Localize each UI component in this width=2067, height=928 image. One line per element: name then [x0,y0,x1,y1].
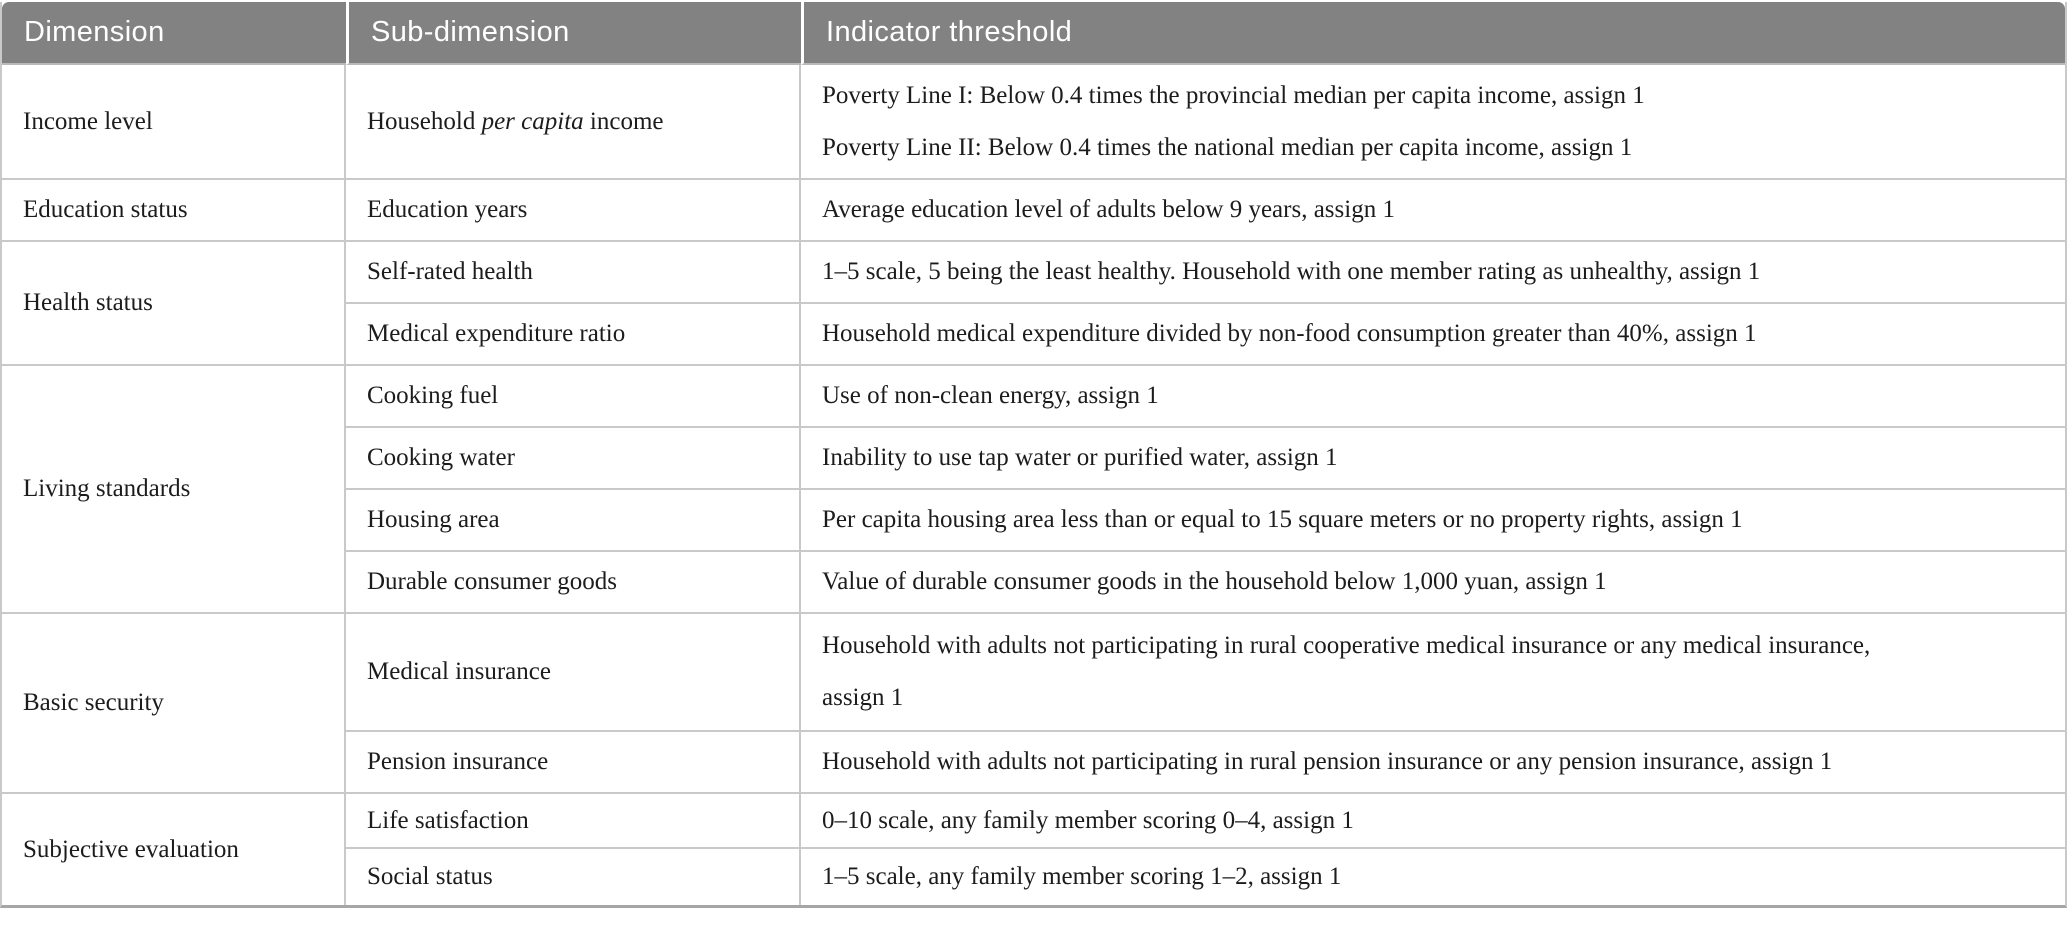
table-row: Medical expenditure ratio Household medi… [2,304,2065,366]
threshold-cell: Value of durable consumer goods in the h… [801,552,2065,614]
sub-dimension-cell: Cooking water [346,428,801,490]
table-row: Income level Household per capita income… [2,65,2065,180]
threshold-cell: 0–10 scale, any family member scoring 0–… [801,794,2065,849]
sub-dimension-cell: Housing area [346,490,801,552]
table-row: Pension insurance Household with adults … [2,732,2065,794]
threshold-cell: Average education level of adults below … [801,180,2065,242]
dimension-cell: Health status [2,242,346,366]
sub-dimension-text: Household [367,107,482,135]
sub-dimension-cell: Durable consumer goods [346,552,801,614]
threshold-cell: Poverty Line I: Below 0.4 times the prov… [801,65,2065,180]
table-row: Housing area Per capita housing area les… [2,490,2065,552]
threshold-cell: Household medical expenditure divided by… [801,304,2065,366]
table-row: Health status Self-rated health 1–5 scal… [2,242,2065,366]
threshold-line: Poverty Line I: Below 0.4 times the prov… [822,81,1645,109]
threshold-cell: Use of non-clean energy, assign 1 [801,366,2065,428]
threshold-cell: Household with adults not participating … [801,614,2065,732]
sub-dimension-cell: Social status [346,849,801,905]
sub-dimension-cell: Self-rated health [346,242,801,304]
dimension-cell: Living standards [2,366,346,614]
sub-dimension-cell: Life satisfaction [346,794,801,849]
column-header-dimension: Dimension [2,2,346,65]
threshold-line: assign 1 [822,684,904,711]
threshold-line: Household with adults not participating … [822,632,1871,659]
threshold-cell: Per capita housing area less than or equ… [801,490,2065,552]
indicator-threshold-table: Dimension Sub-dimension Indicator thresh… [0,2,2067,908]
column-header-indicator-threshold: Indicator threshold [801,2,2065,65]
dimension-cell: Subjective evaluation [2,794,346,905]
threshold-cell: Household with adults not participating … [801,732,2065,794]
table-row: Living standards Cooking fuel Use of non… [2,366,2065,614]
dimension-cell: Income level [2,65,346,180]
table-row: Basic security Medical insurance Househo… [2,614,2065,794]
dimension-cell: Basic security [2,614,346,794]
threshold-line: Poverty Line II: Below 0.4 times the nat… [822,133,1633,161]
table-row: Education status Education years Average… [2,180,2065,242]
sub-dimension-cell: Cooking fuel [346,366,801,428]
header-row: Dimension Sub-dimension Indicator thresh… [2,2,2065,65]
sub-dimension-cell: Medical insurance [346,614,801,732]
table-row: Subjective evaluation Life satisfaction … [2,794,2065,905]
threshold-cell: 1–5 scale, any family member scoring 1–2… [801,849,2065,905]
table-row: Durable consumer goods Value of durable … [2,552,2065,614]
sub-dimension-cell: Household per capita income [346,65,801,180]
column-header-sub-dimension: Sub-dimension [346,2,801,65]
sub-dimension-text: income [583,107,664,135]
dimension-cell: Education status [2,180,346,242]
sub-dimension-cell: Medical expenditure ratio [346,304,801,366]
sub-dimension-cell: Pension insurance [346,732,801,794]
table-row: Social status 1–5 scale, any family memb… [2,849,2065,905]
table-row: Cooking water Inability to use tap water… [2,428,2065,490]
table-container: Dimension Sub-dimension Indicator thresh… [0,2,2067,908]
sub-dimension-italic-text: per capita [481,107,584,135]
sub-dimension-cell: Education years [346,180,801,242]
threshold-cell: 1–5 scale, 5 being the least healthy. Ho… [801,242,2065,304]
threshold-cell: Inability to use tap water or purified w… [801,428,2065,490]
